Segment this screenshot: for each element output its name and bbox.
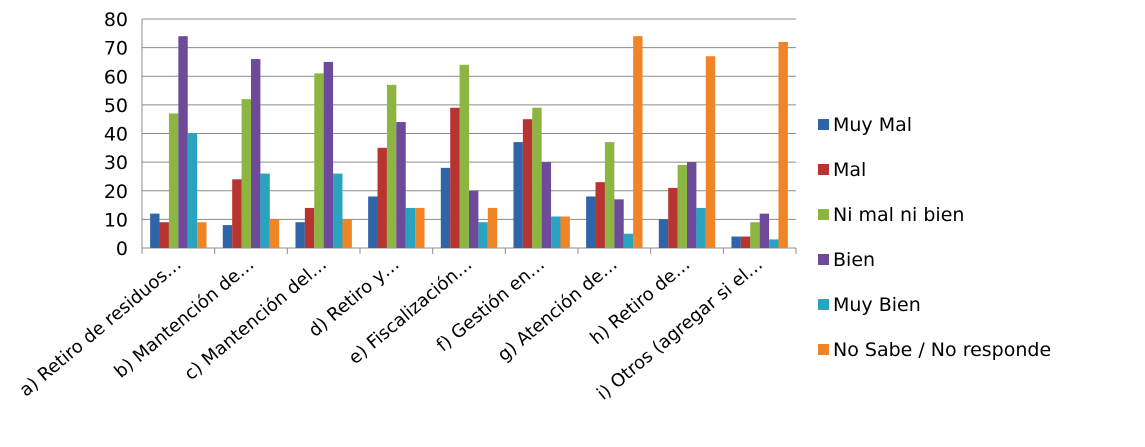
bar — [705, 56, 716, 249]
bar — [197, 222, 207, 248]
bars — [150, 36, 788, 249]
legend-item: Muy Mal — [818, 102, 1051, 147]
bar — [696, 207, 706, 248]
bar — [323, 61, 334, 248]
bar — [295, 222, 305, 248]
bar — [687, 162, 697, 248]
bar — [159, 222, 169, 248]
bar — [658, 219, 669, 248]
bar — [232, 179, 242, 248]
legend: Muy Mal Mal Ni mal ni bien Bien Muy Bien No S… — [818, 102, 1051, 372]
y-tick-label: 20 — [104, 181, 128, 203]
x-axis-labels: a) Retiro de residuos…b) Mantención de…c… — [16, 254, 767, 405]
legend-label: Bien — [833, 248, 876, 271]
legend-swatch — [818, 254, 829, 265]
bar — [668, 187, 678, 248]
bar — [269, 219, 280, 248]
bar — [513, 142, 523, 248]
legend-label: Muy Mal — [833, 113, 913, 136]
bar — [750, 222, 760, 248]
bar — [551, 216, 561, 248]
bar — [260, 173, 270, 248]
y-tick-label: 80 — [104, 9, 128, 31]
bar — [522, 119, 533, 248]
y-axis-ticks: 0 10 20 30 40 50 60 70 80 — [104, 9, 128, 260]
y-tick-label: 40 — [104, 124, 128, 146]
bar — [396, 122, 406, 248]
bar — [314, 73, 324, 248]
bar — [560, 216, 570, 248]
bar — [731, 236, 741, 248]
bar — [405, 207, 416, 248]
bar — [304, 207, 315, 248]
bar — [769, 239, 779, 248]
legend-item: Mal — [818, 147, 1051, 192]
bar — [487, 207, 498, 248]
bar — [377, 147, 387, 248]
bar — [386, 84, 397, 249]
bar — [333, 173, 343, 248]
bar — [450, 107, 460, 248]
bar — [677, 164, 687, 248]
legend-swatch — [818, 209, 829, 220]
bar — [586, 196, 596, 248]
bar — [251, 59, 261, 249]
x-category-label: g) Atención de… — [494, 254, 622, 366]
legend-swatch — [818, 119, 829, 130]
bar — [595, 182, 605, 248]
legend-label: Ni mal ni bien — [833, 203, 965, 226]
bar — [342, 219, 352, 248]
bar — [241, 99, 251, 249]
bar — [604, 142, 615, 248]
bar — [150, 213, 160, 248]
bar — [415, 207, 425, 248]
bar — [187, 133, 198, 248]
bar — [440, 167, 451, 248]
bar — [633, 36, 643, 248]
x-category-label: c) Mantención del… — [180, 254, 330, 385]
bar — [778, 41, 788, 249]
legend-swatch — [818, 344, 829, 355]
x-category-label: b) Mantención de… — [110, 254, 258, 383]
bar — [368, 196, 378, 248]
legend-label: Muy Bien — [833, 293, 921, 316]
legend-swatch — [818, 299, 829, 310]
bar — [532, 107, 542, 248]
legend-item: Bien — [818, 237, 1051, 282]
legend-item: Muy Bien — [818, 282, 1051, 327]
bar — [759, 213, 770, 248]
bar — [740, 236, 751, 248]
legend-item: Ni mal ni bien — [818, 192, 1051, 237]
legend-item: No Sabe / No responde — [818, 327, 1051, 372]
legend-swatch — [818, 164, 829, 175]
bar — [459, 64, 469, 248]
y-tick-label: 60 — [104, 66, 128, 88]
y-tick-label: 50 — [104, 95, 128, 117]
y-tick-label: 70 — [104, 38, 128, 60]
legend-label: Mal — [833, 158, 867, 181]
bar — [478, 222, 488, 248]
bar — [623, 233, 634, 248]
y-tick-label: 0 — [116, 238, 128, 260]
bar — [168, 113, 179, 249]
bar — [469, 190, 479, 248]
y-tick-label: 30 — [104, 152, 128, 174]
legend-label: No Sabe / No responde — [833, 338, 1052, 361]
bar — [178, 36, 188, 248]
bar — [541, 162, 552, 248]
bar — [614, 199, 624, 248]
bar — [222, 225, 233, 248]
y-tick-label: 10 — [104, 209, 128, 231]
x-category-label: e) Fiscalización… — [345, 254, 476, 369]
